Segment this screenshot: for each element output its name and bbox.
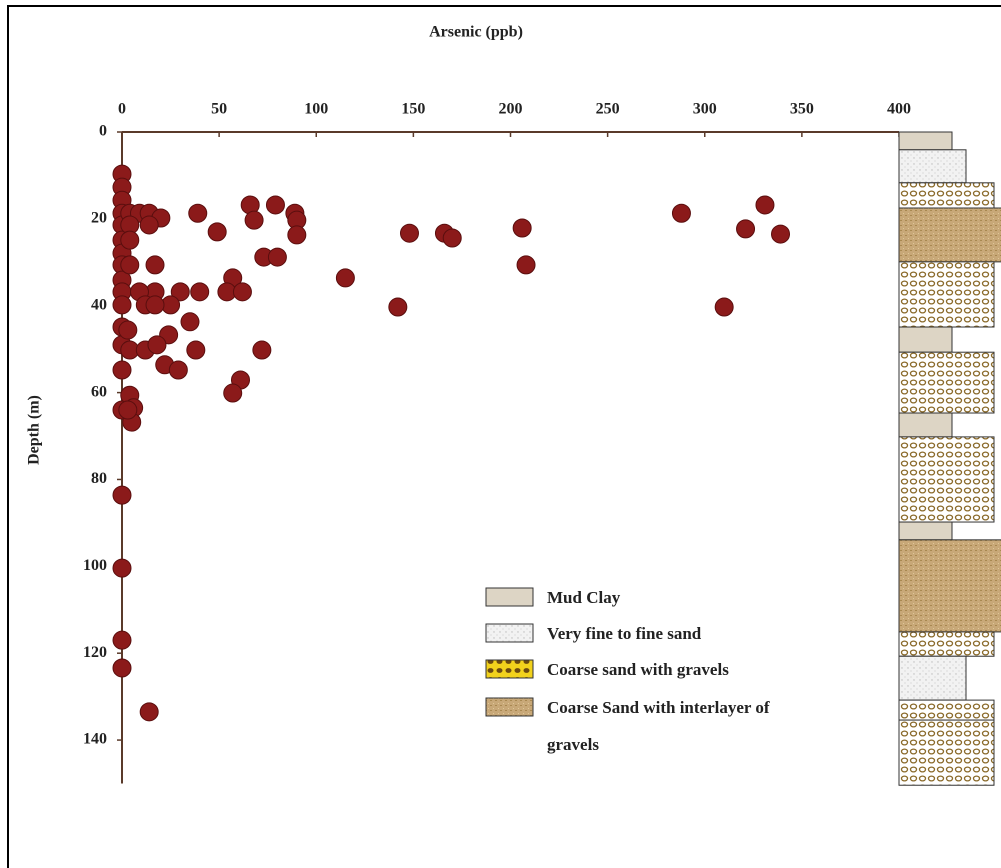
x-tick-label: 350 [790,101,814,118]
lithology-layer [898,412,953,438]
data-point [112,558,132,578]
data-point [267,247,287,267]
lithology-layer [898,207,1001,263]
lithology-layer [898,182,995,209]
data-point [265,195,285,215]
y-tick-label: 40 [91,296,107,313]
x-tick-label: 300 [693,101,717,118]
data-point [147,335,167,355]
data-point [170,282,190,302]
data-point [232,282,252,302]
data-point [516,255,536,275]
data-point [180,312,200,332]
data-point [207,222,227,242]
data-point [145,255,165,275]
y-tick-label: 20 [91,210,107,227]
data-point [112,360,132,380]
data-point [736,219,756,239]
data-point [168,360,188,380]
data-point [139,215,159,235]
legend-label: Mud Clay [547,587,621,607]
chart-title: Arsenic (ppb) [429,24,523,41]
lithology-layer [898,261,995,328]
data-point [244,210,264,230]
data-point [252,340,272,360]
legend-entry: Coarse Sand with interlayer of gravels [547,697,770,754]
data-point [223,383,243,403]
lithology-layer [898,436,995,523]
x-tick-label: 100 [304,101,328,118]
data-point [188,203,208,223]
legend-swatch [485,697,534,717]
frame [7,5,1001,868]
data-point [771,224,791,244]
data-point [755,195,775,215]
data-point [112,630,132,650]
x-tick-label: 150 [401,101,425,118]
lithology-layer [898,351,995,414]
lithology-layer [898,521,953,541]
x-tick-label: 250 [596,101,620,118]
data-point [120,230,140,250]
legend-swatch [485,659,534,679]
legend-entry: Mud Clay [547,587,621,607]
data-point [335,268,355,288]
data-point [112,658,132,678]
data-point [714,297,734,317]
data-point [145,295,165,315]
x-tick-label: 50 [211,101,227,118]
y-axis-label: Depth (m) [26,395,43,465]
y-tick-label: 0 [99,123,107,140]
lithology-layer [898,699,995,721]
lithology-layer [898,131,953,151]
x-tick-label: 400 [887,101,911,118]
lithology-layer [898,719,995,786]
data-point [118,320,138,340]
data-point [139,702,159,722]
data-point [399,223,419,243]
data-point [112,295,132,315]
x-tick-label: 0 [118,101,126,118]
y-tick-label: 60 [91,383,107,400]
data-point [186,340,206,360]
y-tick-label: 120 [83,644,107,661]
data-point [118,400,138,420]
legend-swatch [485,587,534,607]
lithology-column [898,131,1001,786]
legend-label: Coarse sand with gravels [547,659,729,679]
data-point [512,218,532,238]
legend-label: Very fine to fine sand [547,623,702,643]
lithology-layer [898,326,953,353]
lithology-layer [898,539,1001,633]
data-point [671,203,691,223]
legend-entry: Very fine to fine sand [547,623,702,643]
data-point [120,255,140,275]
lithology-layer [898,149,967,184]
x-tick-label: 200 [499,101,523,118]
y-tick-label: 100 [83,557,107,574]
lithology-layer [898,631,995,657]
data-point [287,225,307,245]
data-point [190,282,210,302]
data-point [388,297,408,317]
y-tick-label: 140 [83,731,107,748]
data-point [442,228,462,248]
lithology-layer [898,655,967,701]
legend-entry: Coarse sand with gravels [547,659,729,679]
data-point [112,485,132,505]
legend-swatch [485,623,534,643]
y-tick-label: 80 [91,470,107,487]
legend-label: Coarse Sand with interlayer of gravels [547,697,770,754]
